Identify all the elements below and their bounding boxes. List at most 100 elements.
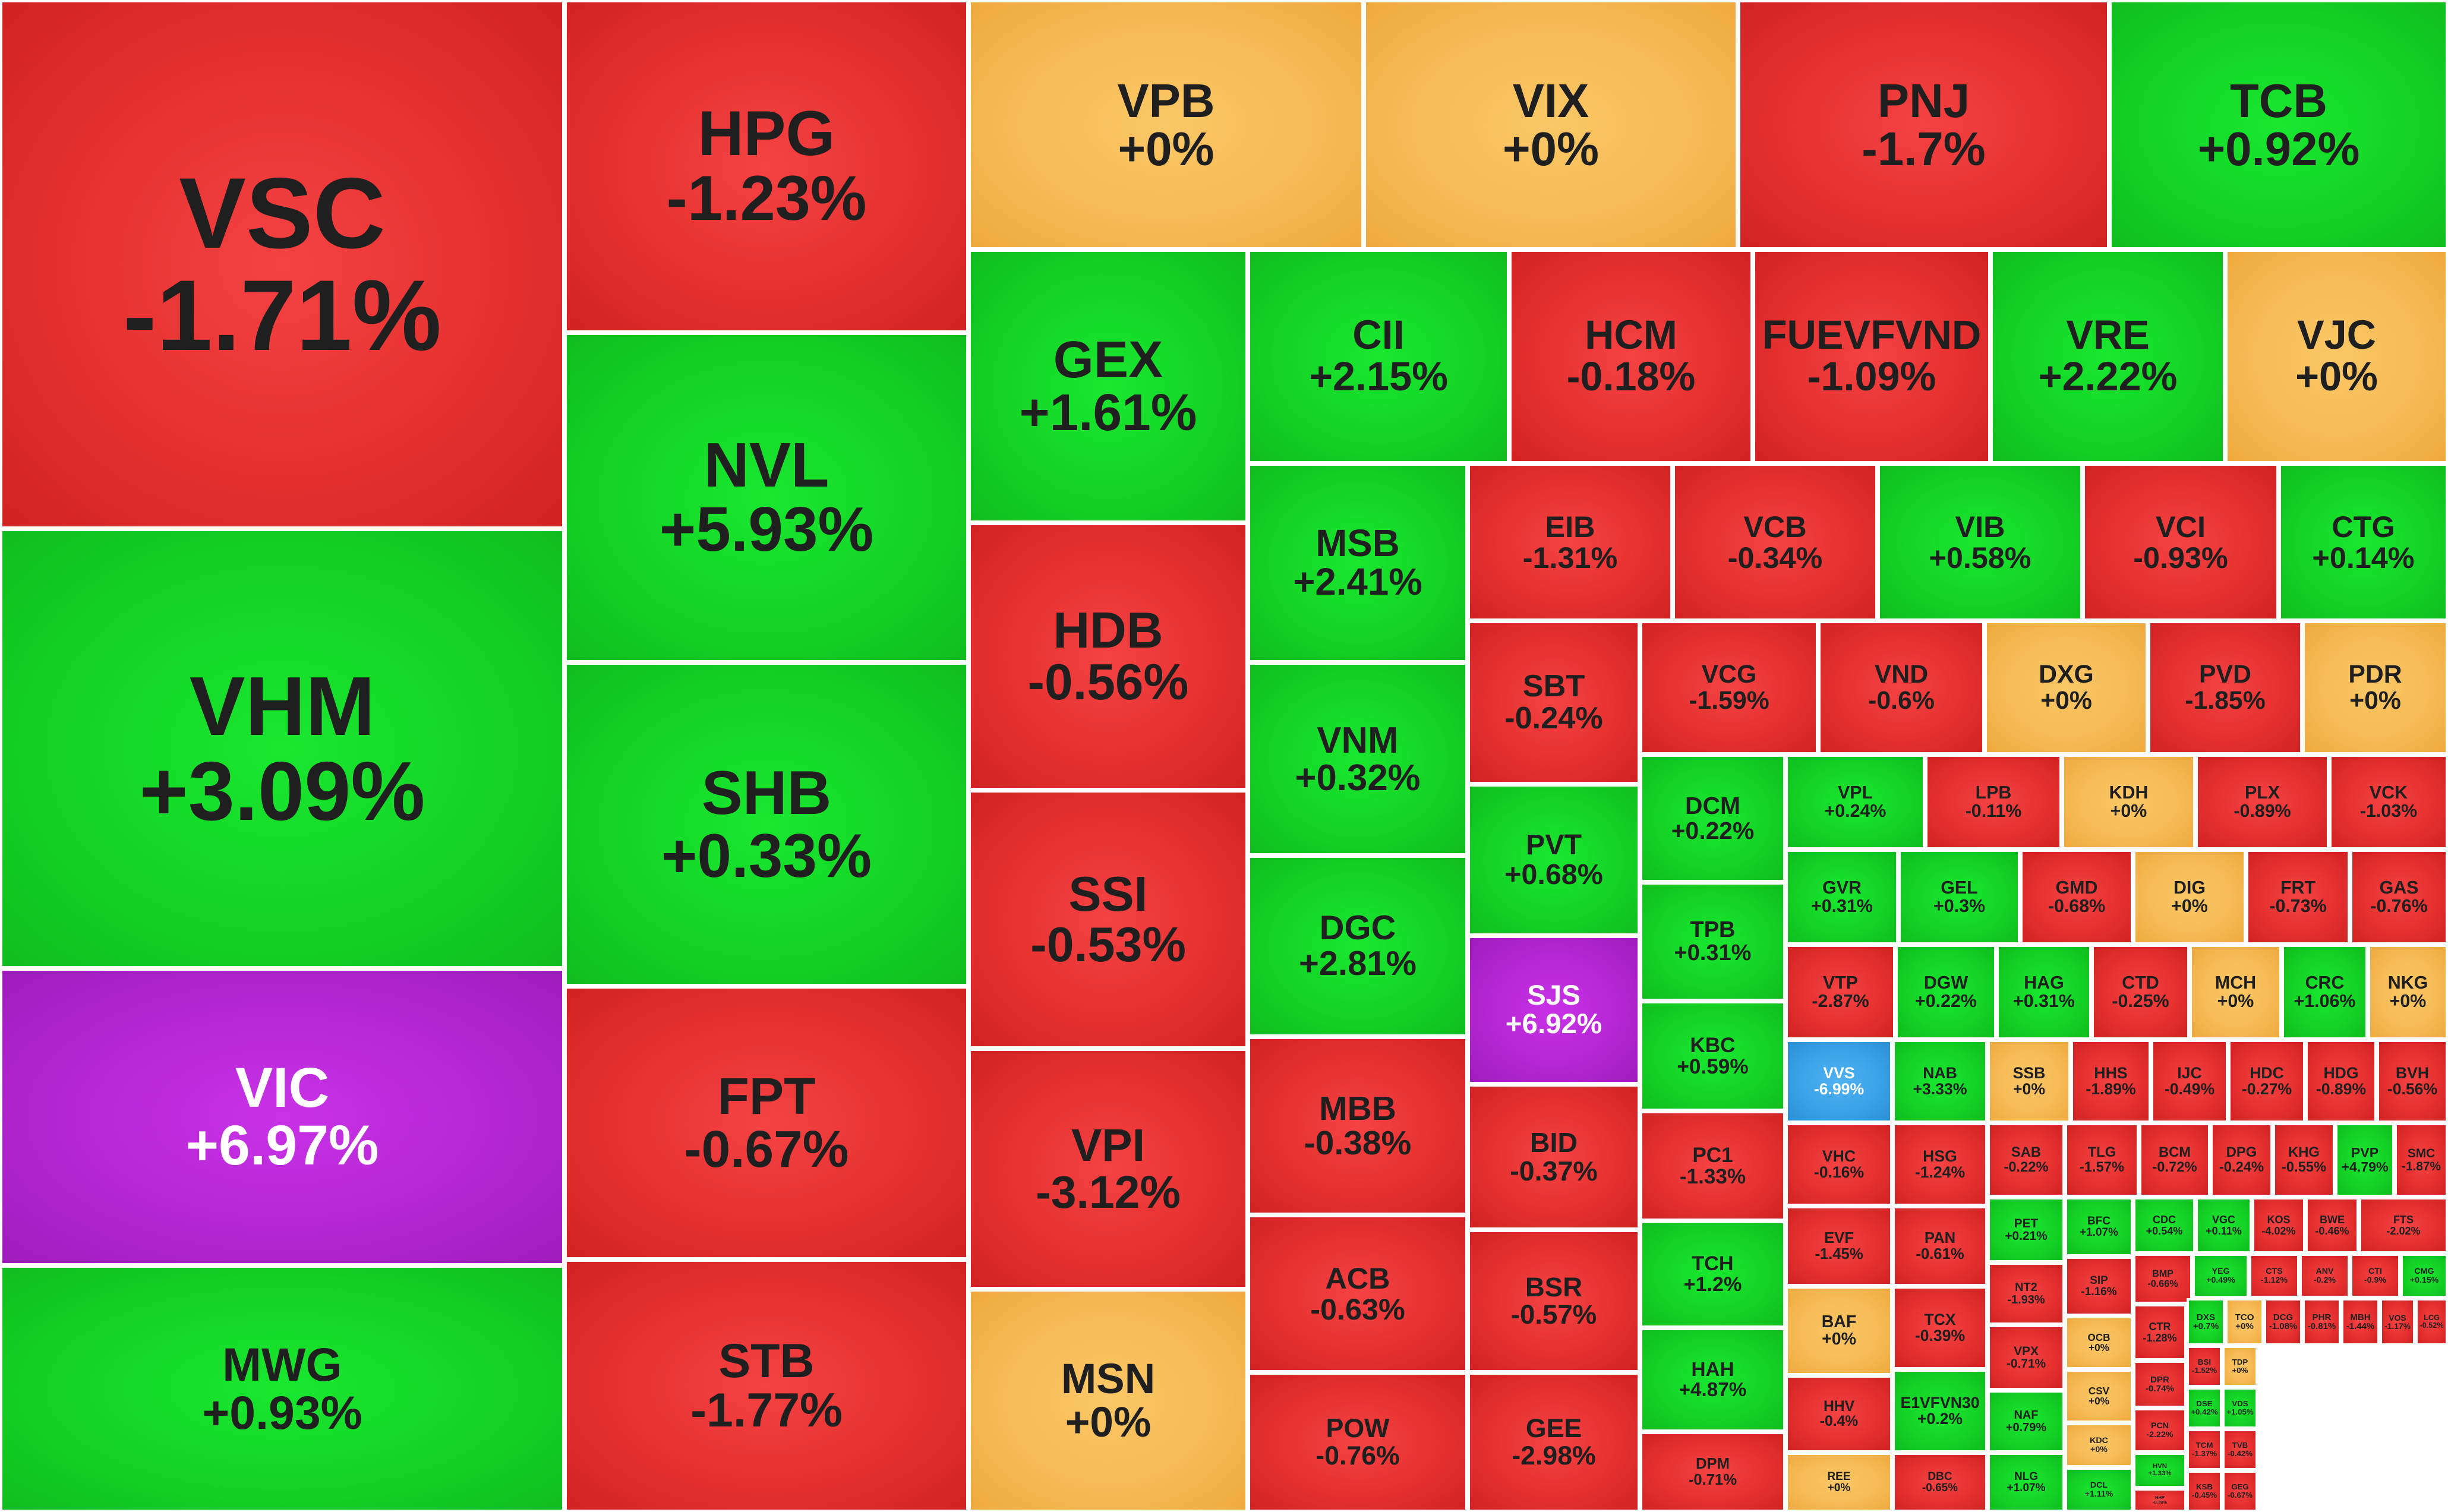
tile-hdb[interactable]: HDB -0.56% xyxy=(969,523,1248,790)
tile-vib[interactable]: VIB +0.58% xyxy=(1878,463,2083,621)
tile-tcm[interactable]: TCM -1.37% xyxy=(2187,1429,2222,1470)
tile-dpm[interactable]: DPM -0.71% xyxy=(1640,1432,1785,1512)
tile-dgw[interactable]: DGW +0.22% xyxy=(1895,945,1996,1040)
tile-mbh[interactable]: MBH -1.44% xyxy=(2341,1298,2380,1346)
tile-vix[interactable]: VIX +0% xyxy=(1364,0,1738,250)
tile-sbt[interactable]: SBT -0.24% xyxy=(1468,621,1640,784)
tile-hhv[interactable]: HHV -0.4% xyxy=(1785,1375,1892,1453)
tile-hhp[interactable]: HHP -0.78% xyxy=(2133,1488,2187,1512)
tile-vcg[interactable]: VCG -1.59% xyxy=(1640,621,1818,755)
tile-pc1[interactable]: PC1 -1.33% xyxy=(1640,1111,1785,1221)
tile-pvt[interactable]: PVT +0.68% xyxy=(1468,784,1640,936)
tile-dxg[interactable]: DXG +0% xyxy=(1985,621,2148,755)
tile-cii[interactable]: CII +2.15% xyxy=(1248,250,1509,463)
tile-sab[interactable]: SAB -0.22% xyxy=(1988,1123,2065,1197)
tile-vic[interactable]: VIC +6.97% xyxy=(0,968,564,1265)
tile-dcm[interactable]: DCM +0.22% xyxy=(1640,755,1785,882)
tile-ksb[interactable]: KSB -0.45% xyxy=(2187,1470,2222,1512)
tile-msn[interactable]: MSN +0% xyxy=(969,1289,1248,1512)
tile-dpr[interactable]: DPR -0.74% xyxy=(2133,1361,2187,1408)
tile-ree[interactable]: REE +0% xyxy=(1785,1453,1892,1512)
tile-dpg[interactable]: DPG -0.24% xyxy=(2210,1123,2273,1197)
tile-gex[interactable]: GEX +1.61% xyxy=(969,250,1248,523)
tile-dxs[interactable]: DXS +0.7% xyxy=(2187,1298,2225,1346)
tile-vnm[interactable]: VNM +0.32% xyxy=(1248,662,1468,856)
tile-vpl[interactable]: VPL +0.24% xyxy=(1785,755,1925,850)
tile-anv[interactable]: ANV -0.2% xyxy=(2299,1254,2350,1298)
tile-tpb[interactable]: TPB +0.31% xyxy=(1640,882,1785,1001)
tile-vhc[interactable]: VHC -0.16% xyxy=(1785,1123,1892,1206)
tile-pvp[interactable]: PVP +4.79% xyxy=(2335,1123,2395,1197)
tile-pnj[interactable]: PNJ -1.7% xyxy=(1738,0,2109,250)
tile-hpg[interactable]: HPG -1.23% xyxy=(564,0,969,333)
tile-bvh[interactable]: BVH -0.56% xyxy=(2377,1040,2448,1123)
tile-bid[interactable]: BID -0.37% xyxy=(1468,1084,1640,1230)
tile-hvn[interactable]: HVN +1.33% xyxy=(2133,1453,2187,1488)
tile-sip[interactable]: SIP -1.16% xyxy=(2065,1257,2133,1316)
tile-vhm[interactable]: VHM +3.09% xyxy=(0,529,564,968)
tile-gel[interactable]: GEL +0.3% xyxy=(1898,850,2020,945)
tile-cts[interactable]: CTS -1.12% xyxy=(2249,1254,2299,1298)
tile-nt2[interactable]: NT2 -1.93% xyxy=(1988,1262,2065,1325)
tile-nvl[interactable]: NVL +5.93% xyxy=(564,333,969,662)
tile-khg[interactable]: KHG -0.55% xyxy=(2273,1123,2335,1197)
tile-lcg[interactable]: LCG -0.52% xyxy=(2415,1298,2448,1346)
tile-msb[interactable]: MSB +2.41% xyxy=(1248,463,1468,662)
tile-mch[interactable]: MCH +0% xyxy=(2190,945,2282,1040)
tile-vpb[interactable]: VPB +0% xyxy=(969,0,1364,250)
tile-hdc[interactable]: HDC -0.27% xyxy=(2228,1040,2305,1123)
tile-hag[interactable]: HAG +0.31% xyxy=(1996,945,2091,1040)
tile-smc[interactable]: SMC -1.87% xyxy=(2395,1123,2448,1197)
tile-evf[interactable]: EVF -1.45% xyxy=(1785,1206,1892,1286)
tile-kos[interactable]: KOS -4.02% xyxy=(2252,1197,2305,1254)
tile-nlg[interactable]: NLG +1.07% xyxy=(1988,1453,2065,1512)
tile-pcn[interactable]: PCN -2.22% xyxy=(2133,1408,2187,1453)
tile-ssb[interactable]: SSB +0% xyxy=(1988,1040,2071,1123)
tile-cmg[interactable]: CMG +0.15% xyxy=(2400,1254,2448,1298)
tile-vck[interactable]: VCK -1.03% xyxy=(2329,755,2448,850)
tile-vre[interactable]: VRE +2.22% xyxy=(1990,250,2225,463)
tile-mwg[interactable]: MWG +0.93% xyxy=(0,1265,564,1512)
tile-gvr[interactable]: GVR +0.31% xyxy=(1785,850,1898,945)
tile-frt[interactable]: FRT -0.73% xyxy=(2246,850,2350,945)
tile-bwe[interactable]: BWE -0.46% xyxy=(2305,1197,2359,1254)
tile-baf[interactable]: BAF +0% xyxy=(1785,1286,1892,1375)
tile-ctg[interactable]: CTG +0.14% xyxy=(2279,463,2448,621)
tile-vcb[interactable]: VCB -0.34% xyxy=(1673,463,1878,621)
tile-dbc[interactable]: DBC -0.65% xyxy=(1892,1453,1988,1512)
tile-vpx[interactable]: VPX -0.71% xyxy=(1988,1325,2065,1390)
tile-tlg[interactable]: TLG -1.57% xyxy=(2065,1123,2139,1197)
tile-yeg[interactable]: YEG +0.49% xyxy=(2193,1254,2249,1298)
tile-tch[interactable]: TCH +1.2% xyxy=(1640,1221,1785,1328)
tile-sjs[interactable]: SJS +6.92% xyxy=(1468,936,1640,1084)
tile-bfc[interactable]: BFC +1.07% xyxy=(2065,1197,2133,1257)
tile-shb[interactable]: SHB +0.33% xyxy=(564,662,969,986)
tile-eib[interactable]: EIB -1.31% xyxy=(1468,463,1673,621)
tile-pdr[interactable]: PDR +0% xyxy=(2302,621,2448,755)
tile-csv[interactable]: CSV +0% xyxy=(2065,1369,2133,1423)
tile-vnd[interactable]: VND -0.6% xyxy=(1818,621,1985,755)
tile-mbb[interactable]: MBB -0.38% xyxy=(1248,1037,1468,1215)
tile-bcm[interactable]: BCM -0.72% xyxy=(2139,1123,2210,1197)
tile-naf[interactable]: NAF +0.79% xyxy=(1988,1390,2065,1453)
tile-e1vfvn30[interactable]: E1VFVN30 +0.2% xyxy=(1892,1369,1988,1453)
tile-vsc[interactable]: VSC -1.71% xyxy=(0,0,564,529)
tile-phr[interactable]: PHR -0.81% xyxy=(2302,1298,2341,1346)
tile-gee[interactable]: GEE -2.98% xyxy=(1468,1372,1640,1512)
tile-bsr[interactable]: BSR -0.57% xyxy=(1468,1230,1640,1372)
tile-pvd[interactable]: PVD -1.85% xyxy=(2148,621,2302,755)
tile-dcl[interactable]: DCL +1.11% xyxy=(2065,1467,2133,1512)
tile-dgc[interactable]: DGC +2.81% xyxy=(1248,856,1468,1037)
tile-fts[interactable]: FTS -2.02% xyxy=(2359,1197,2448,1254)
tile-stb[interactable]: STB -1.77% xyxy=(564,1260,969,1512)
tile-tco[interactable]: TCO +0% xyxy=(2225,1298,2264,1346)
tile-vci[interactable]: VCI -0.93% xyxy=(2083,463,2279,621)
tile-vgc[interactable]: VGC +0.11% xyxy=(2195,1197,2252,1254)
tile-cdc[interactable]: CDC +0.54% xyxy=(2133,1197,2195,1254)
tile-ijc[interactable]: IJC -0.49% xyxy=(2151,1040,2228,1123)
tile-bmp[interactable]: BMP -0.66% xyxy=(2133,1254,2193,1304)
tile-plx[interactable]: PLX -0.89% xyxy=(2195,755,2329,850)
tile-ctd[interactable]: CTD -0.25% xyxy=(2091,945,2190,1040)
tile-fuevfvnd[interactable]: FUEVFVND -1.09% xyxy=(1753,250,1990,463)
tile-acb[interactable]: ACB -0.63% xyxy=(1248,1215,1468,1372)
